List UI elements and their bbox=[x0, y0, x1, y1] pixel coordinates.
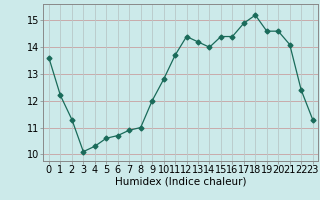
X-axis label: Humidex (Indice chaleur): Humidex (Indice chaleur) bbox=[115, 177, 246, 187]
